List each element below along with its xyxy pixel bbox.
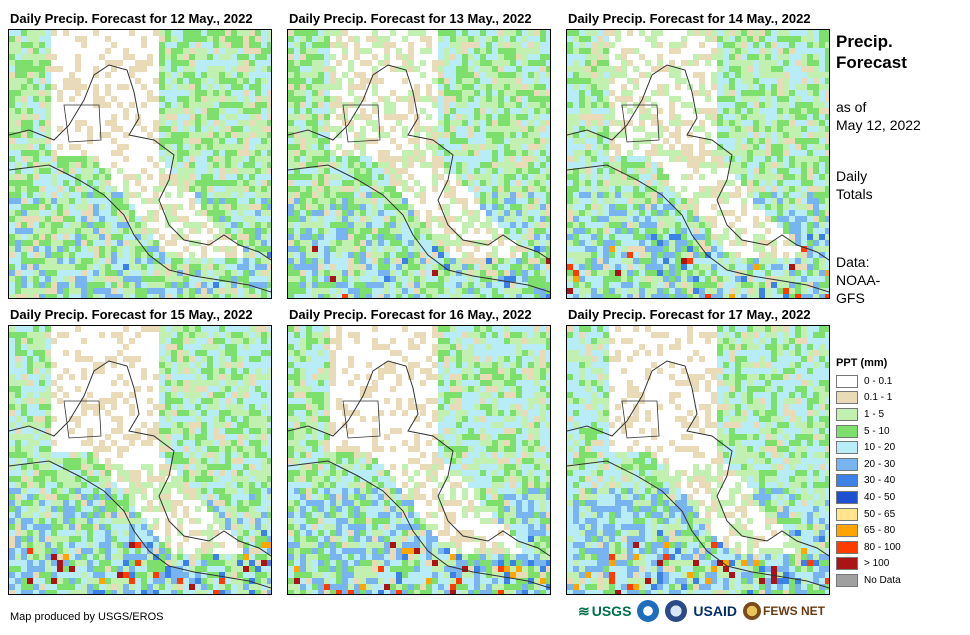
legend-swatch xyxy=(836,424,858,438)
as-of-line2: May 12, 2022 xyxy=(836,117,921,133)
usaid-logo-text: USAID xyxy=(693,603,737,619)
legend-swatch xyxy=(836,573,858,587)
legend-swatch xyxy=(836,524,858,538)
legend-swatch xyxy=(836,391,858,405)
legend-item: 0 - 0.1 xyxy=(836,373,901,390)
legend-item: 40 - 50 xyxy=(836,489,901,506)
legend-item: 5 - 10 xyxy=(836,423,901,440)
legend-label: 20 - 30 xyxy=(864,458,896,470)
panel-title: Daily Precip. Forecast for 14 May., 2022 xyxy=(568,11,811,26)
forecast-panel-5: Daily Precip. Forecast for 16 May., 2022 xyxy=(287,305,567,595)
legend-swatch xyxy=(836,374,858,388)
forecast-panel-6: Daily Precip. Forecast for 17 May., 2022 xyxy=(566,305,846,595)
forecast-panel-4: Daily Precip. Forecast for 15 May., 2022 xyxy=(8,305,288,595)
legend-item: > 100 xyxy=(836,556,901,573)
legend-label: > 100 xyxy=(864,558,890,570)
precip-map xyxy=(287,325,551,595)
side-title: Precip. Forecast xyxy=(836,31,907,73)
panel-title: Daily Precip. Forecast for 12 May., 2022 xyxy=(10,11,253,26)
fewsnet-logo: FEWS NET xyxy=(742,602,825,620)
as-of-date: as of May 12, 2022 xyxy=(836,98,921,134)
daily-totals-line1: Daily xyxy=(836,168,868,184)
legend-label: 1 - 5 xyxy=(864,408,885,420)
legend-label: 0.1 - 1 xyxy=(864,392,893,404)
data-source-line1: Data: xyxy=(836,254,870,270)
daily-totals-line2: Totals xyxy=(836,186,873,202)
usgs-wave-icon: ≋ xyxy=(578,602,590,619)
legend-label: 0 - 0.1 xyxy=(864,375,893,387)
legend-rows: 0 - 0.1 0.1 - 1 1 - 5 5 - 10 10 - 20 20 - 30 3… xyxy=(836,373,901,589)
legend: PPT (mm) 0 - 0.1 0.1 - 1 1 - 5 5 - 10 10 - 2… xyxy=(836,357,901,589)
legend-swatch xyxy=(836,490,858,504)
usgs-logo-text: USGS xyxy=(591,603,632,619)
legend-swatch xyxy=(836,457,858,471)
legend-swatch xyxy=(836,507,858,521)
as-of-line1: as of xyxy=(836,99,867,115)
forecast-panel-1: Daily Precip. Forecast for 12 May., 2022 xyxy=(8,9,288,299)
precip-map xyxy=(8,29,272,299)
noaa-logo-icon xyxy=(637,600,660,622)
side-title-line2: Forecast xyxy=(836,53,907,72)
legend-label: 5 - 10 xyxy=(864,425,890,437)
panel-title: Daily Precip. Forecast for 17 May., 2022 xyxy=(568,307,811,322)
credit-text: Map produced by USGS/EROS xyxy=(10,611,164,623)
legend-label: 40 - 50 xyxy=(864,491,896,503)
nasa-logo-icon xyxy=(665,600,688,622)
legend-label: 65 - 80 xyxy=(864,525,896,537)
data-source-line2: NOAA- xyxy=(836,272,881,288)
legend-item: 1 - 5 xyxy=(836,406,901,423)
legend-item: No Data xyxy=(836,572,901,589)
data-source-line3: GFS xyxy=(836,290,865,306)
forecast-panel-2: Daily Precip. Forecast for 13 May., 2022 xyxy=(287,9,567,299)
legend-item: 10 - 20 xyxy=(836,439,901,456)
fewsnet-logo-text: FEWS NET xyxy=(762,604,825,618)
legend-label: 50 - 65 xyxy=(864,508,896,520)
usaid-logo: USAID xyxy=(693,603,737,619)
legend-label: 10 - 20 xyxy=(864,442,896,454)
daily-totals: Daily Totals xyxy=(836,167,873,203)
legend-label: 30 - 40 xyxy=(864,475,896,487)
legend-title: PPT (mm) xyxy=(836,357,888,369)
legend-swatch xyxy=(836,407,858,421)
data-source: Data: NOAA- GFS xyxy=(836,253,880,307)
legend-item: 30 - 40 xyxy=(836,473,901,490)
panel-title: Daily Precip. Forecast for 13 May., 2022 xyxy=(289,11,532,26)
precip-map xyxy=(566,29,830,299)
legend-item: 65 - 80 xyxy=(836,522,901,539)
legend-swatch xyxy=(836,441,858,455)
fewsnet-leaf-icon xyxy=(742,602,761,620)
legend-swatch xyxy=(836,474,858,488)
usgs-logo: ≋ USGS xyxy=(578,603,631,620)
logo-strip: ≋ USGS USAID FEWS NET xyxy=(578,600,825,622)
legend-swatch xyxy=(836,557,858,571)
side-title-line1: Precip. xyxy=(836,32,893,51)
forecast-panel-3: Daily Precip. Forecast for 14 May., 2022 xyxy=(566,9,846,299)
legend-item: 50 - 65 xyxy=(836,506,901,523)
precip-map xyxy=(566,325,830,595)
precip-map xyxy=(287,29,551,299)
legend-item: 0.1 - 1 xyxy=(836,390,901,407)
legend-item: 20 - 30 xyxy=(836,456,901,473)
panel-title: Daily Precip. Forecast for 15 May., 2022 xyxy=(10,307,253,322)
precip-map xyxy=(8,325,272,595)
legend-label: No Data xyxy=(864,574,901,586)
legend-label: 80 - 100 xyxy=(864,541,901,553)
legend-item: 80 - 100 xyxy=(836,539,901,556)
legend-swatch xyxy=(836,540,858,554)
panel-title: Daily Precip. Forecast for 16 May., 2022 xyxy=(289,307,532,322)
